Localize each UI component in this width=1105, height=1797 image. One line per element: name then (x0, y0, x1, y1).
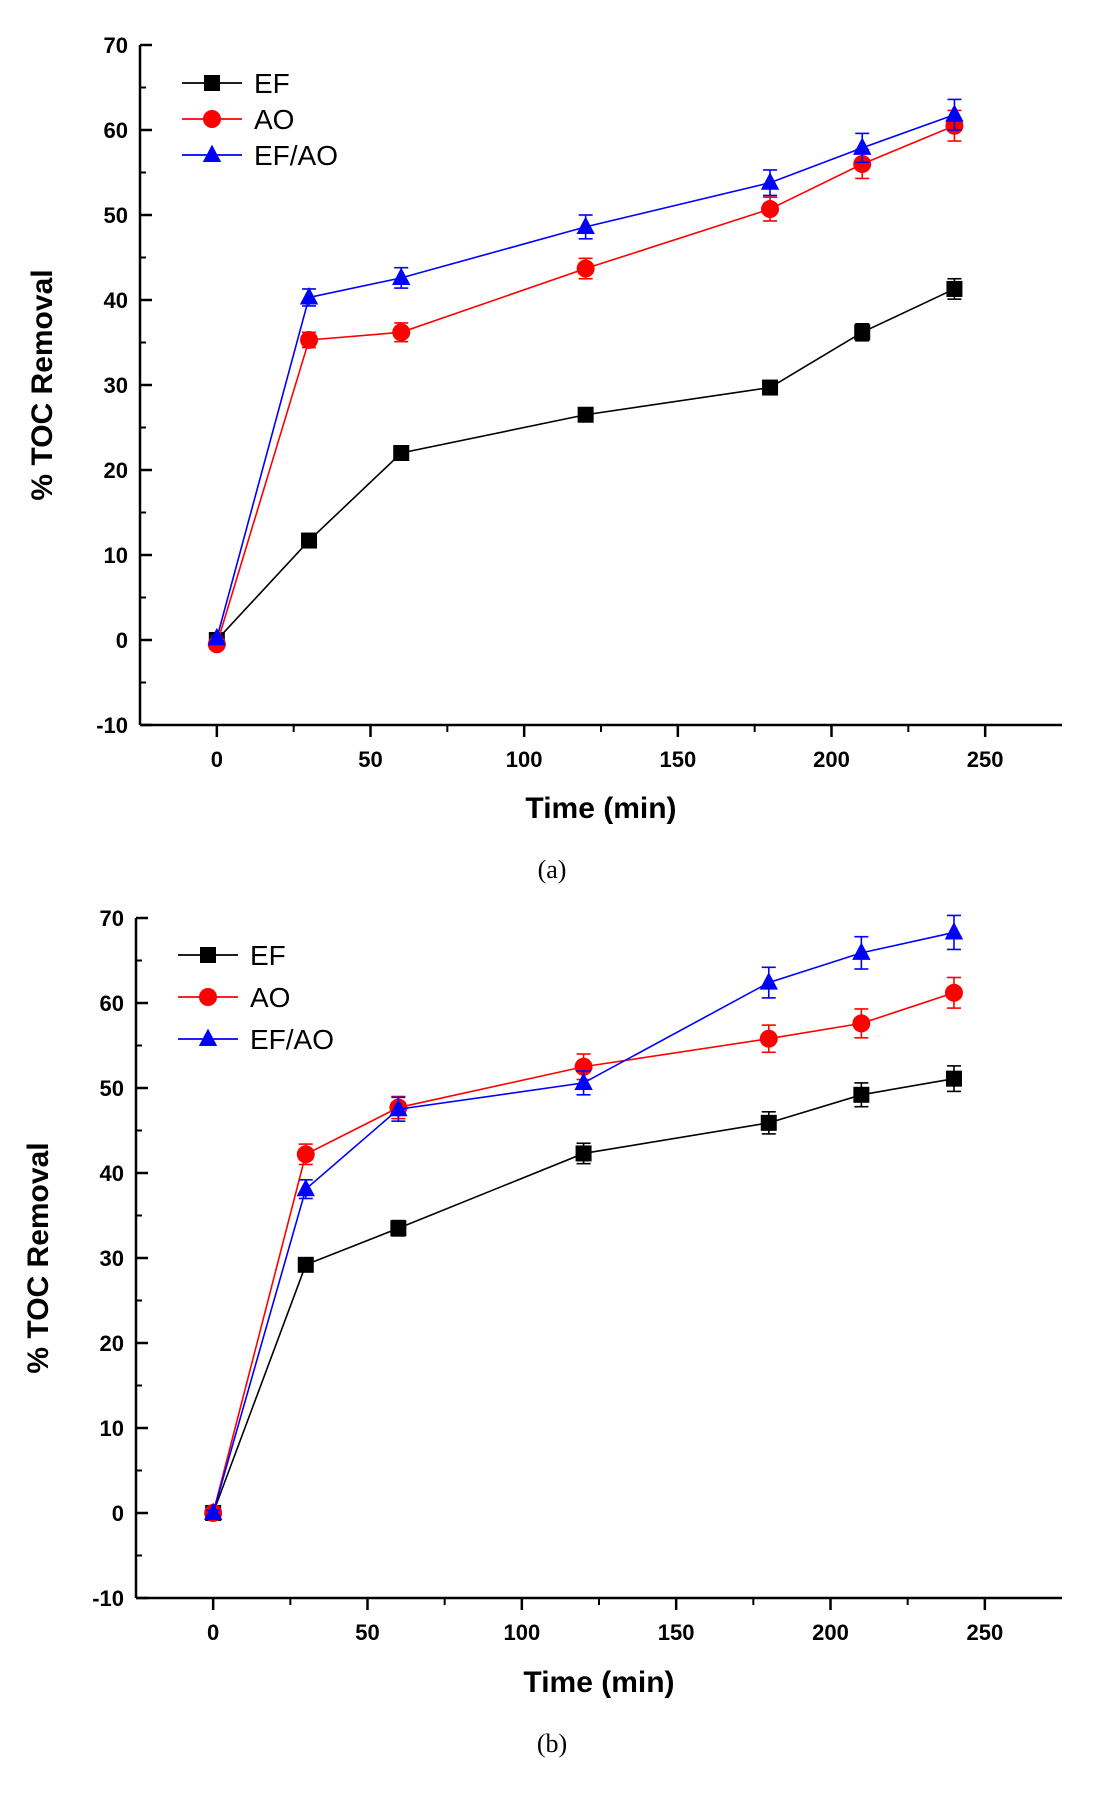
legend-marker (203, 110, 221, 128)
y-tick-label: 10 (104, 543, 128, 568)
data-point (852, 1014, 871, 1033)
y-tick-label: 70 (100, 906, 124, 931)
series-line (216, 125, 955, 645)
y-tick-label: 60 (104, 118, 128, 143)
legend-label: EF (250, 940, 286, 971)
legend-marker (198, 1028, 218, 1047)
legend-label: AO (250, 982, 290, 1013)
data-point (854, 324, 871, 341)
y-tick-label: 50 (100, 1076, 124, 1101)
series-line (216, 113, 955, 639)
data-point (944, 983, 963, 1002)
data-point (762, 379, 779, 396)
data-point (299, 287, 319, 305)
data-point (576, 216, 595, 234)
legend-label: EF/AO (254, 140, 338, 171)
y-tick-label: 0 (112, 1501, 124, 1526)
y-tick-label: 20 (100, 1331, 124, 1356)
series-ef-ao (207, 98, 964, 646)
data-point (853, 137, 872, 155)
data-point (853, 1086, 870, 1103)
y-tick-label: 70 (104, 33, 128, 58)
x-tick-label: 150 (658, 1620, 695, 1645)
y-tick-label: 0 (116, 628, 128, 653)
data-point (392, 267, 411, 285)
legend-marker (204, 75, 220, 91)
y-tick-label: 40 (104, 288, 128, 313)
data-point (390, 1220, 407, 1237)
data-point (207, 627, 227, 646)
legend-label: AO (254, 104, 294, 135)
x-tick-label: 0 (207, 1620, 219, 1645)
y-axis-title: % TOC Removal (26, 269, 59, 500)
x-tick-label: 250 (966, 1620, 1003, 1645)
series-ao (204, 976, 963, 1522)
x-axis-title: Time (min) (525, 792, 676, 825)
x-tick-label: 250 (967, 747, 1004, 772)
panel-caption: (b) (537, 1729, 567, 1758)
series-line (212, 931, 955, 1514)
x-tick-label: 50 (355, 1620, 379, 1645)
legend-marker (199, 988, 217, 1006)
data-point (576, 259, 595, 278)
data-point (575, 1145, 592, 1162)
data-point (297, 1256, 314, 1273)
series-ef (205, 1065, 962, 1521)
data-point (944, 922, 964, 940)
data-point (760, 172, 780, 190)
data-point (945, 1070, 962, 1087)
y-axis-title: % TOC Removal (22, 1142, 55, 1373)
data-point (945, 104, 964, 122)
y-tick-label: 60 (100, 991, 124, 1016)
legend: EF AO EF/AO (178, 940, 334, 1055)
chart-panel-b: -10 0 10 20 30 40 50 60 70 0 50 100 150 200 250 Time (m… (22, 906, 1062, 1758)
data-point (852, 942, 871, 960)
y-tick-label: -10 (92, 1586, 124, 1611)
data-point (393, 445, 410, 461)
data-point (296, 1178, 315, 1197)
y-tick-label: 20 (104, 458, 128, 483)
data-point (946, 280, 963, 297)
panel-caption: (a) (538, 855, 567, 884)
data-point (392, 323, 411, 342)
data-point (759, 1029, 778, 1048)
data-point (574, 1072, 593, 1090)
x-axis-title: Time (min) (523, 1666, 674, 1699)
x-tick-label: 200 (812, 1620, 849, 1645)
y-tick-label: 30 (100, 1246, 124, 1271)
data-point (853, 155, 872, 173)
x-tick-label: 100 (506, 747, 543, 772)
series-ao (207, 109, 964, 654)
data-point (759, 972, 778, 990)
legend-label: EF/AO (250, 1024, 334, 1055)
chart-panel-a: -10 0 10 20 30 40 50 60 70 0 50 100 150 200 250 Time (m… (26, 33, 1062, 884)
y-tick-label: 50 (104, 203, 128, 228)
x-tick-label: 0 (211, 747, 223, 772)
series-ef (208, 277, 963, 648)
x-tick-label: 100 (503, 1620, 540, 1645)
legend: EF AO EF/AO (182, 68, 338, 171)
legend-marker (200, 947, 216, 963)
y-tick-label: 30 (104, 373, 128, 398)
x-tick-label: 50 (358, 747, 382, 772)
data-point (389, 1098, 408, 1117)
data-point (761, 200, 780, 219)
legend-label: EF (254, 68, 290, 99)
series-ef-ao (203, 914, 964, 1521)
data-point (301, 532, 318, 549)
data-point (760, 1114, 777, 1131)
x-tick-label: 200 (813, 747, 850, 772)
y-tick-label: -10 (96, 713, 128, 738)
y-tick-label: 10 (100, 1416, 124, 1441)
series-line (216, 288, 955, 641)
data-point (296, 1145, 315, 1164)
x-tick-label: 150 (659, 747, 696, 772)
y-tick-label: 40 (100, 1161, 124, 1186)
data-point (577, 406, 594, 423)
data-point (203, 1502, 223, 1521)
data-point (300, 330, 319, 349)
legend-marker (202, 144, 222, 163)
